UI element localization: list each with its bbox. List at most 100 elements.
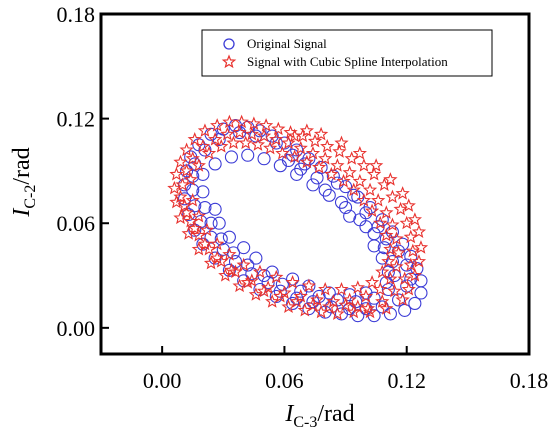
original-signal-point bbox=[318, 183, 332, 197]
cubic-spline-signal-point bbox=[263, 140, 278, 155]
cubic-spline-signal-point bbox=[293, 288, 308, 303]
cubic-spline-signal-point bbox=[197, 123, 213, 137]
original-signal-point bbox=[265, 129, 279, 143]
original-signal-point bbox=[224, 150, 238, 164]
cubic-spline-signal-point bbox=[344, 151, 359, 165]
cubic-spline-signal-point bbox=[210, 118, 225, 132]
cubic-spline-signal-point bbox=[240, 275, 255, 289]
cubic-spline-signal-point bbox=[309, 292, 325, 307]
cubic-spline-signal-point bbox=[173, 189, 188, 204]
cubic-spline-signal-point bbox=[399, 215, 414, 230]
cubic-spline-signal-point bbox=[297, 302, 312, 317]
cubic-spline-signal-point bbox=[281, 299, 296, 314]
cubic-spline-signal-point bbox=[375, 264, 390, 279]
cubic-spline-signal-point bbox=[287, 149, 302, 164]
original-signal-point bbox=[241, 148, 255, 162]
cubic-spline-signal-point bbox=[289, 294, 304, 308]
cubic-spline-signal-point bbox=[244, 126, 259, 141]
cubic-spline-signal-point bbox=[407, 212, 423, 226]
cubic-spline-signal-point bbox=[324, 166, 339, 181]
cubic-spline-signal-point bbox=[326, 294, 341, 308]
cubic-spline-signal-point bbox=[238, 135, 253, 150]
cubic-spline-signal-point bbox=[191, 158, 206, 172]
cubic-spline-signal-point bbox=[179, 163, 194, 178]
cubic-spline-signal-point bbox=[338, 297, 353, 312]
cubic-spline-signal-point bbox=[397, 271, 412, 286]
x-tick-label: 0.06 bbox=[265, 368, 304, 393]
cubic-spline-signal-point bbox=[177, 198, 192, 212]
cubic-spline-signal-point bbox=[236, 257, 251, 272]
cubic-spline-signal-point bbox=[350, 280, 365, 294]
cubic-spline-signal-point bbox=[350, 299, 365, 314]
cubic-spline-signal-point bbox=[318, 151, 333, 165]
cubic-spline-signal-point bbox=[187, 132, 202, 146]
original-signal-point bbox=[408, 296, 422, 310]
cubic-spline-signal-point bbox=[293, 140, 308, 155]
cubic-spline-signal-point bbox=[311, 159, 327, 174]
cubic-spline-signal-point bbox=[385, 189, 400, 204]
y-tick-label: 0.06 bbox=[57, 211, 96, 236]
original-signal-point bbox=[249, 129, 263, 143]
original-signal-point bbox=[208, 157, 222, 171]
cubic-spline-signal-point bbox=[364, 274, 380, 289]
original-signal-point bbox=[237, 241, 251, 255]
cubic-spline-signal-point bbox=[332, 144, 347, 158]
original-signal-point bbox=[306, 178, 320, 192]
cubic-spline-signal-point bbox=[207, 132, 223, 146]
cubic-spline-signal-point bbox=[352, 173, 367, 188]
cubic-spline-signal-point bbox=[356, 158, 372, 172]
cubic-spline-signal-point bbox=[346, 182, 361, 197]
plot-area-frame bbox=[99, 12, 531, 356]
original-signal-point bbox=[367, 227, 381, 241]
cubic-spline-signal-point bbox=[336, 173, 351, 188]
original-signal-point bbox=[290, 167, 304, 181]
cubic-spline-signal-point bbox=[387, 283, 402, 298]
original-signal-point bbox=[375, 251, 389, 265]
cubic-spline-signal-point bbox=[275, 145, 290, 160]
cubic-spline-signal-point bbox=[305, 297, 321, 312]
x-axis-label: IC-3/rad bbox=[284, 401, 354, 431]
cubic-spline-signal-point bbox=[369, 158, 384, 172]
cubic-spline-signal-point bbox=[411, 254, 427, 268]
cubic-spline-signal-point bbox=[232, 278, 247, 293]
cubic-spline-signal-point bbox=[305, 145, 321, 160]
cubic-spline-signal-point bbox=[381, 254, 396, 268]
original-signal-point bbox=[343, 209, 357, 223]
cubic-spline-signal-point bbox=[407, 268, 423, 282]
original-signal-point bbox=[196, 167, 210, 181]
original-signal-point bbox=[228, 255, 243, 269]
cubic-spline-signal-point bbox=[405, 243, 420, 258]
cubic-spline-signal-point bbox=[195, 138, 211, 153]
cubic-spline-signal-point bbox=[401, 281, 416, 296]
cubic-spline-signal-point bbox=[285, 275, 300, 289]
cubic-spline-signal-point bbox=[330, 158, 345, 172]
original-signal-point bbox=[310, 171, 324, 185]
cubic-spline-signal-point bbox=[322, 299, 337, 314]
cubic-spline-signal-point bbox=[210, 250, 225, 265]
cubic-spline-signal-point bbox=[371, 193, 386, 207]
original-signal-point bbox=[241, 258, 255, 272]
cubic-spline-signal-point bbox=[191, 208, 206, 223]
original-signal-point bbox=[273, 159, 287, 173]
legend-box bbox=[201, 29, 493, 77]
original-signal-point bbox=[387, 268, 402, 283]
cubic-spline-signal-point bbox=[220, 126, 235, 141]
y-tick-label: 0.00 bbox=[57, 316, 96, 341]
cubic-spline-signal-point bbox=[342, 165, 357, 179]
original-signal-point bbox=[294, 162, 308, 176]
original-signal-point bbox=[326, 169, 340, 183]
original-signal-point bbox=[347, 188, 361, 202]
cubic-spline-signal-point bbox=[383, 172, 398, 186]
original-signal-point bbox=[214, 232, 228, 246]
cubic-spline-signal-point bbox=[281, 135, 296, 150]
cubic-spline-signal-point bbox=[389, 231, 404, 246]
original-signal-point bbox=[196, 185, 210, 199]
cubic-spline-signal-point bbox=[301, 278, 317, 293]
legend: Original Signal Signal with Cubic Spline… bbox=[201, 29, 493, 77]
original-signal-point bbox=[414, 286, 428, 300]
legend-entry-cubic-spline-signal: Signal with Cubic Spline Interpolation bbox=[247, 54, 448, 69]
cubic-spline-signal-point bbox=[179, 142, 194, 157]
cubic-spline-signal-point bbox=[379, 301, 394, 315]
original-signal-point bbox=[188, 223, 202, 237]
cubic-spline-signal-point bbox=[364, 203, 380, 218]
